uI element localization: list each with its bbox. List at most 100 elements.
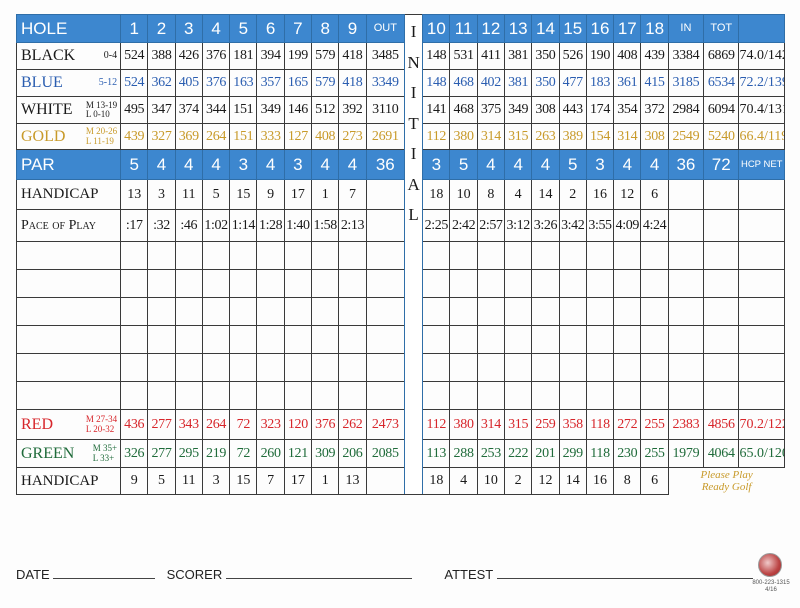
player-name-cell[interactable] <box>15 297 122 326</box>
score-cell[interactable] <box>338 353 367 382</box>
score-cell[interactable] <box>311 353 340 382</box>
score-cell[interactable] <box>531 381 560 410</box>
score-cell[interactable] <box>120 353 149 382</box>
score-cell[interactable] <box>613 297 642 326</box>
scorer-field[interactable] <box>225 566 412 579</box>
score-cell[interactable] <box>174 241 203 270</box>
score-cell[interactable] <box>449 381 478 410</box>
score-cell[interactable] <box>311 241 340 270</box>
score-cell[interactable] <box>256 297 285 326</box>
score-cell[interactable] <box>558 353 587 382</box>
score-cell[interactable] <box>585 297 615 326</box>
score-cell[interactable] <box>338 325 367 354</box>
score-cell[interactable] <box>174 269 203 298</box>
score-cell[interactable] <box>703 241 740 270</box>
score-cell[interactable] <box>283 381 313 410</box>
score-cell[interactable] <box>476 325 506 354</box>
score-cell[interactable] <box>703 353 740 382</box>
attest-field[interactable] <box>496 566 753 579</box>
score-cell[interactable] <box>365 269 406 298</box>
score-cell[interactable] <box>531 297 560 326</box>
score-cell[interactable] <box>558 297 587 326</box>
score-cell[interactable] <box>256 381 285 410</box>
score-cell[interactable] <box>311 325 340 354</box>
score-cell[interactable] <box>120 381 149 410</box>
score-cell[interactable] <box>476 269 506 298</box>
score-cell[interactable] <box>703 325 740 354</box>
score-cell[interactable] <box>667 381 705 410</box>
score-cell[interactable] <box>613 241 642 270</box>
score-cell[interactable] <box>504 241 533 270</box>
score-cell[interactable] <box>256 325 285 354</box>
score-cell[interactable] <box>283 269 313 298</box>
score-cell[interactable] <box>613 325 642 354</box>
score-cell[interactable] <box>311 297 340 326</box>
score-cell[interactable] <box>504 381 533 410</box>
score-cell[interactable] <box>229 297 258 326</box>
score-cell[interactable] <box>738 325 785 354</box>
score-cell[interactable] <box>256 269 285 298</box>
score-cell[interactable] <box>585 381 615 410</box>
score-cell[interactable] <box>449 241 478 270</box>
score-cell[interactable] <box>201 297 231 326</box>
score-cell[interactable] <box>283 297 313 326</box>
score-cell[interactable] <box>738 297 785 326</box>
score-cell[interactable] <box>476 381 506 410</box>
score-cell[interactable] <box>613 353 642 382</box>
score-cell[interactable] <box>147 269 176 298</box>
score-cell[interactable] <box>201 381 231 410</box>
score-cell[interactable] <box>531 325 560 354</box>
score-cell[interactable] <box>640 297 669 326</box>
score-cell[interactable] <box>667 269 705 298</box>
score-cell[interactable] <box>174 381 203 410</box>
score-cell[interactable] <box>531 241 560 270</box>
score-cell[interactable] <box>147 381 176 410</box>
score-cell[interactable] <box>504 325 533 354</box>
score-cell[interactable] <box>613 381 642 410</box>
score-cell[interactable] <box>365 381 406 410</box>
score-cell[interactable] <box>422 269 451 298</box>
score-cell[interactable] <box>703 297 740 326</box>
score-cell[interactable] <box>120 241 149 270</box>
score-cell[interactable] <box>365 353 406 382</box>
score-cell[interactable] <box>120 325 149 354</box>
score-cell[interactable] <box>640 241 669 270</box>
score-cell[interactable] <box>558 241 587 270</box>
score-cell[interactable] <box>504 269 533 298</box>
score-cell[interactable] <box>338 381 367 410</box>
score-cell[interactable] <box>449 353 478 382</box>
score-cell[interactable] <box>147 241 176 270</box>
score-cell[interactable] <box>229 241 258 270</box>
score-cell[interactable] <box>283 325 313 354</box>
score-cell[interactable] <box>449 297 478 326</box>
score-cell[interactable] <box>229 325 258 354</box>
score-cell[interactable] <box>256 353 285 382</box>
score-cell[interactable] <box>667 297 705 326</box>
score-cell[interactable] <box>365 241 406 270</box>
score-cell[interactable] <box>640 269 669 298</box>
score-cell[interactable] <box>120 269 149 298</box>
score-cell[interactable] <box>703 381 740 410</box>
score-cell[interactable] <box>667 325 705 354</box>
score-cell[interactable] <box>585 353 615 382</box>
score-cell[interactable] <box>667 353 705 382</box>
score-cell[interactable] <box>476 353 506 382</box>
score-cell[interactable] <box>738 241 785 270</box>
score-cell[interactable] <box>738 353 785 382</box>
score-cell[interactable] <box>738 381 785 410</box>
score-cell[interactable] <box>229 269 258 298</box>
score-cell[interactable] <box>640 325 669 354</box>
score-cell[interactable] <box>585 241 615 270</box>
score-cell[interactable] <box>174 325 203 354</box>
score-cell[interactable] <box>531 353 560 382</box>
score-cell[interactable] <box>667 241 705 270</box>
player-name-cell[interactable] <box>15 241 122 270</box>
player-name-cell[interactable] <box>15 269 122 298</box>
score-cell[interactable] <box>338 297 367 326</box>
score-cell[interactable] <box>147 353 176 382</box>
score-cell[interactable] <box>338 241 367 270</box>
score-cell[interactable] <box>365 297 406 326</box>
score-cell[interactable] <box>640 381 669 410</box>
score-cell[interactable] <box>174 297 203 326</box>
score-cell[interactable] <box>613 269 642 298</box>
